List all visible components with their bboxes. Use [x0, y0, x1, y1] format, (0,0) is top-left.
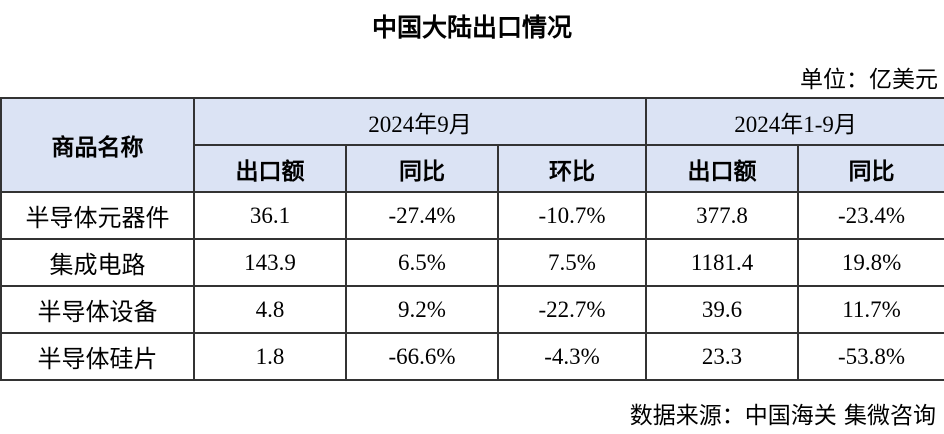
column-header: 出口额 — [645, 144, 800, 193]
cell: 6.5% — [345, 238, 499, 287]
cell: 7.5% — [496, 238, 648, 287]
cell: -53.8% — [797, 332, 944, 381]
cell: 377.8 — [645, 191, 800, 240]
cell: 9.2% — [345, 285, 499, 334]
column-header: 同比 — [797, 144, 944, 193]
title: 中国大陆出口情况 — [371, 13, 572, 42]
column-header: 同比 — [345, 144, 499, 193]
row-name: 半导体设备 — [0, 285, 195, 334]
row-name: 集成电路 — [0, 238, 195, 287]
cell: 143.9 — [193, 238, 347, 287]
cell: 39.6 — [645, 285, 800, 334]
group-header: 2024年1-9月 — [645, 97, 944, 146]
group-header: 2024年9月 — [192, 97, 648, 146]
column-header: 出口额 — [193, 144, 347, 193]
cell: 19.8% — [797, 238, 944, 287]
source: 数据来源：中国海关 集微咨询 — [629, 403, 936, 429]
cell: -4.3% — [496, 332, 648, 381]
cell: -66.6% — [345, 332, 499, 381]
row-name: 半导体硅片 — [0, 332, 195, 381]
column-header: 环比 — [496, 144, 648, 193]
cell: -10.7% — [496, 191, 648, 240]
cell: 4.8 — [193, 285, 347, 334]
table-row: 半导体元器件 36.1 -27.4% -10.7% 377.8 -23.4% — [0, 191, 944, 240]
corner-header: 商品名称 — [0, 97, 195, 193]
unit: 单位：亿美元 — [800, 67, 938, 93]
row-name: 半导体元器件 — [0, 191, 195, 240]
table-row: 半导体设备 4.8 9.2% -22.7% 39.6 11.7% — [0, 285, 944, 334]
cell: 1.8 — [193, 332, 347, 381]
cell: 1181.4 — [645, 238, 800, 287]
cell: 23.3 — [645, 332, 800, 381]
cell: -27.4% — [345, 191, 499, 240]
cell: 11.7% — [797, 285, 944, 334]
table-row: 半导体硅片 1.8 -66.6% -4.3% 23.3 -53.8% — [0, 332, 944, 381]
table-row: 集成电路 143.9 6.5% 7.5% 1181.4 19.8% — [0, 238, 944, 287]
cell: -23.4% — [797, 191, 944, 240]
data-table: 商品名称 2024年9月 2024年1-9月 出口额 同比 环比 出口额 同比 半导体元… — [0, 97, 944, 381]
cell: 36.1 — [193, 191, 347, 240]
cell: -22.7% — [496, 285, 648, 334]
